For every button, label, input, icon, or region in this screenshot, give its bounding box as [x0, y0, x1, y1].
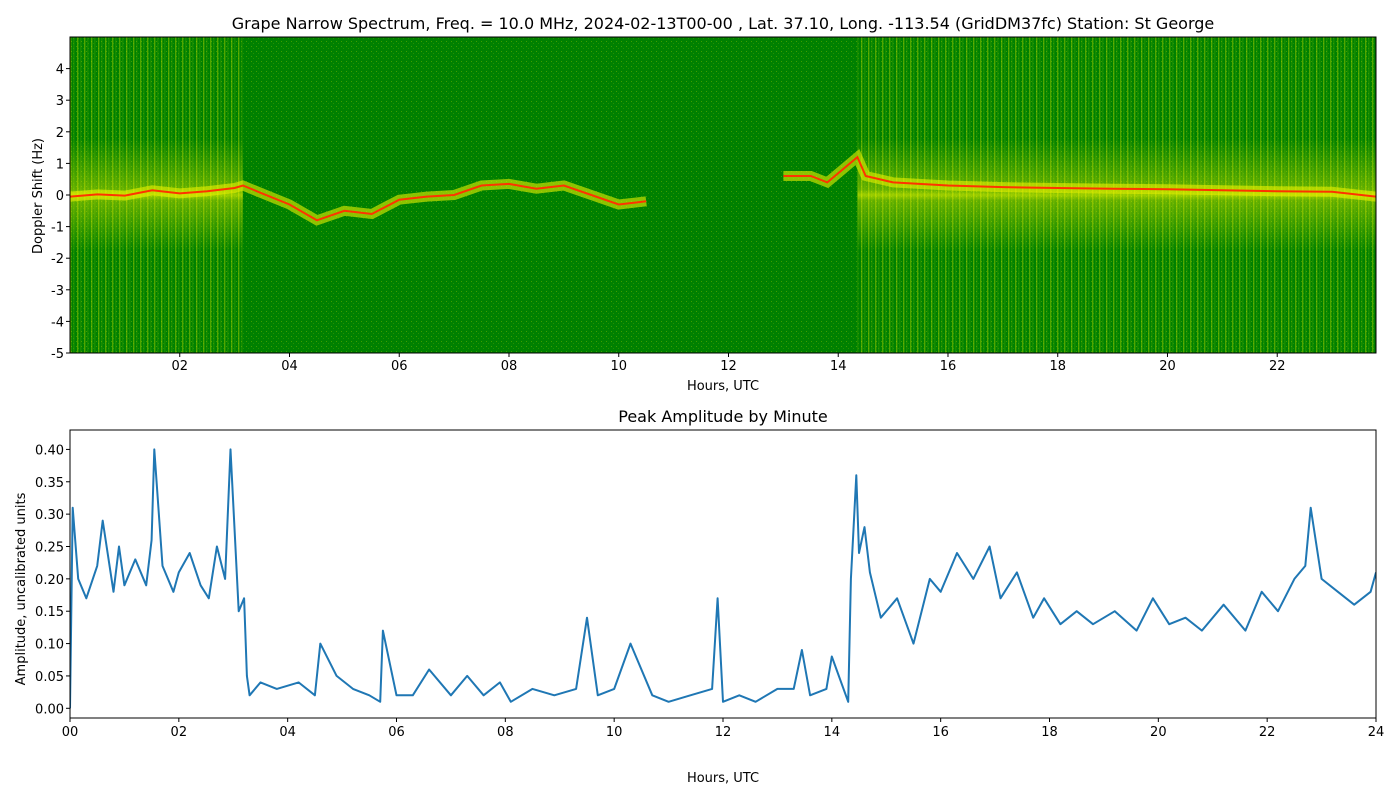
bottom-y-tick-label: 0.15: [35, 605, 64, 620]
top-y-tick-label: -1: [51, 221, 64, 236]
top-x-tick-label: 14: [830, 359, 847, 374]
bottom-x-axis-label: Hours, UTC: [687, 771, 759, 786]
bottom-x-tick-label: 00: [62, 725, 79, 740]
top-x-tick-label: 22: [1269, 359, 1286, 374]
top-y-tick-label: 1: [56, 157, 64, 172]
top-x-tick-label: 18: [1049, 359, 1066, 374]
top-x-tick-label: 16: [940, 359, 957, 374]
bottom-y-tick-label: 0.40: [35, 443, 64, 458]
top-x-tick-label: 12: [720, 359, 737, 374]
bottom-x-tick-label: 04: [279, 725, 296, 740]
bottom-x-tick-label: 08: [497, 725, 514, 740]
top-y-tick-label: -4: [51, 315, 64, 330]
top-x-tick-label: 06: [391, 359, 408, 374]
top-y-tick-label: 4: [56, 63, 64, 78]
bottom-chart-title: Peak Amplitude by Minute: [618, 407, 828, 426]
bottom-y-tick-label: 0.10: [35, 638, 64, 653]
top-y-axis-ticks: -5 -4 -3 -2 -1 0 1 2 3 4: [51, 63, 70, 362]
bottom-y-tick-label: 0.30: [35, 508, 64, 523]
bottom-y-axis-label: Amplitude, uncalibrated units: [14, 492, 29, 685]
top-y-tick-label: -2: [51, 252, 64, 267]
bottom-x-tick-label: 24: [1368, 725, 1385, 740]
bottom-y-tick-label: 0.20: [35, 573, 64, 588]
top-chart-title: Grape Narrow Spectrum, Freq. = 10.0 MHz,…: [232, 14, 1215, 33]
top-x-tick-label: 04: [281, 359, 298, 374]
bottom-x-tick-label: 14: [824, 725, 841, 740]
top-y-tick-label: 0: [56, 189, 64, 204]
amplitude-series-line: [70, 448, 1376, 709]
bottom-x-tick-label: 16: [932, 725, 949, 740]
top-y-axis-label: Doppler Shift (Hz): [31, 138, 46, 254]
top-x-tick-label: 08: [501, 359, 518, 374]
top-x-tick-label: 20: [1159, 359, 1176, 374]
bottom-x-tick-label: 06: [388, 725, 405, 740]
top-x-tick-label: 10: [610, 359, 627, 374]
bottom-y-tick-label: 0.05: [35, 670, 64, 685]
top-x-tick-label: 02: [171, 359, 188, 374]
top-x-axis-ticks: 02 04 06 08 10 12 14 16 18 20 22: [171, 353, 1286, 374]
top-y-tick-label: -3: [51, 284, 64, 299]
bottom-y-axis-ticks: 0.00 0.05 0.10 0.15 0.20 0.25 0.30 0.35 0.40: [35, 443, 70, 717]
bottom-x-tick-label: 02: [171, 725, 188, 740]
top-y-tick-label: 2: [56, 126, 64, 141]
top-x-axis-label: Hours, UTC: [687, 379, 759, 394]
bottom-x-tick-label: 22: [1259, 725, 1276, 740]
bottom-x-tick-label: 10: [606, 725, 623, 740]
bottom-y-tick-label: 0.35: [35, 476, 64, 491]
bottom-x-tick-label: 12: [715, 725, 732, 740]
bottom-x-tick-label: 18: [1041, 725, 1058, 740]
bottom-x-tick-label: 20: [1150, 725, 1167, 740]
doppler-peak-trace: [70, 155, 1376, 222]
bottom-y-tick-label: 0.25: [35, 540, 64, 555]
bottom-x-axis-ticks: 00 02 04 06 08 10 12 14 16 18 20 22 24: [62, 718, 1385, 740]
bottom-y-tick-label: 0.00: [35, 702, 64, 717]
top-y-tick-label: -5: [51, 347, 64, 362]
line-plot-background: [70, 430, 1376, 718]
spectrogram-plot-area: [70, 37, 1376, 353]
top-y-tick-label: 3: [56, 94, 64, 109]
